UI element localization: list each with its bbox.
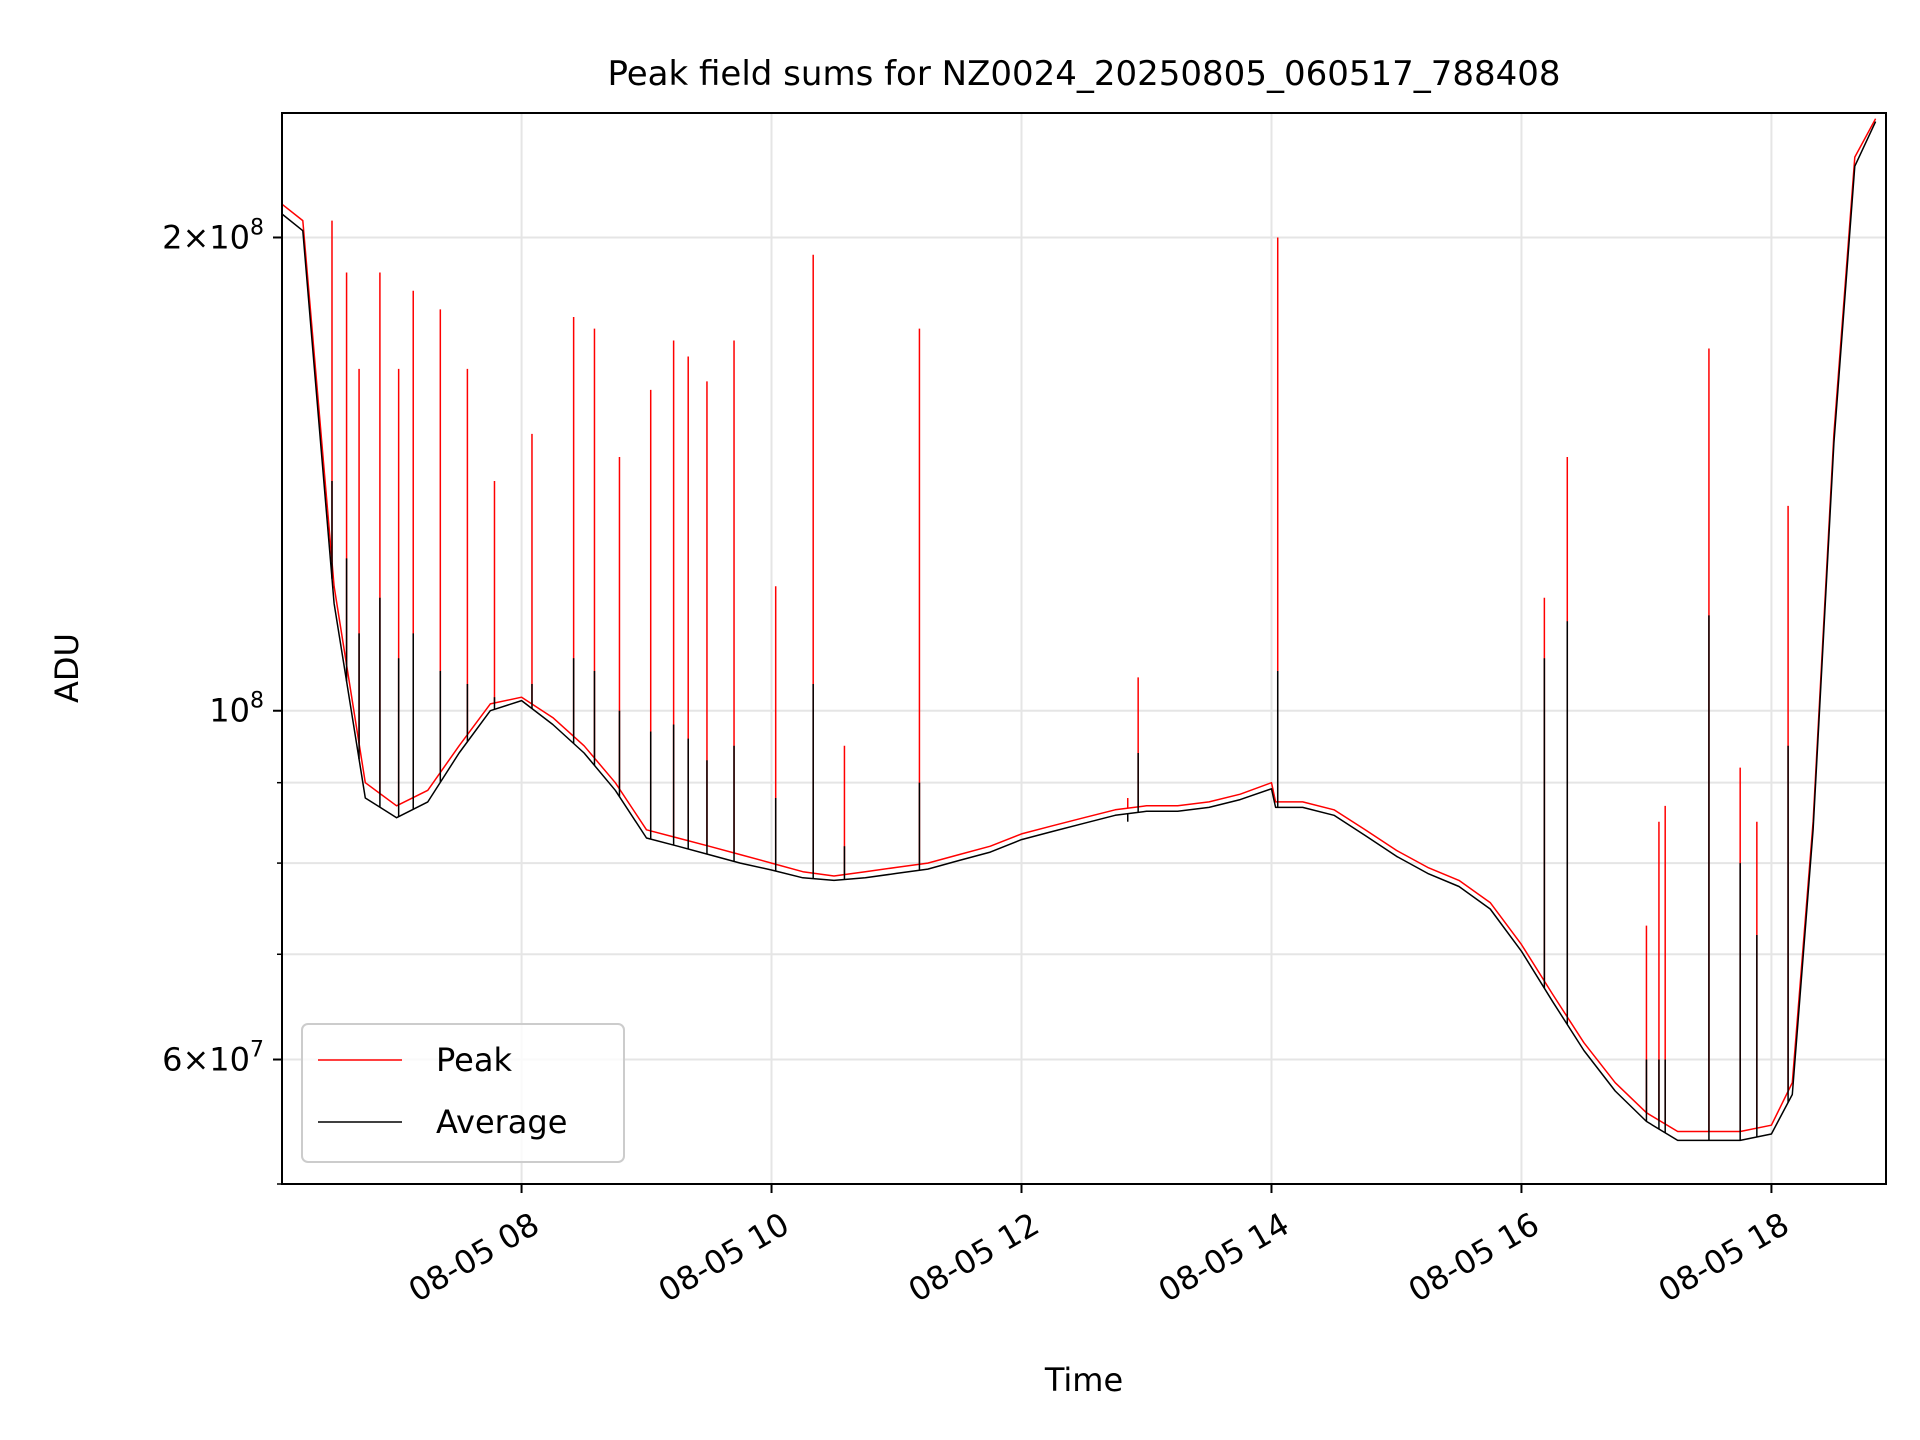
plot-frame (281, 112, 1887, 1185)
legend: Peak Average (301, 1023, 625, 1163)
y-tick-label: 2×108 (162, 215, 264, 256)
y-tick-label: 6×107 (162, 1038, 264, 1079)
legend-box (301, 1023, 625, 1163)
x-axis-label: Time (1044, 1361, 1123, 1399)
y-axis-label: ADU (48, 633, 86, 703)
legend-label-peak: Peak (436, 1041, 512, 1079)
chart-title: Peak field sums for NZ0024_20250805_0605… (607, 54, 1560, 94)
y-tick-label: 108 (209, 689, 264, 730)
plot-series (281, 118, 1877, 1142)
legend-label-average: Average (436, 1103, 567, 1141)
